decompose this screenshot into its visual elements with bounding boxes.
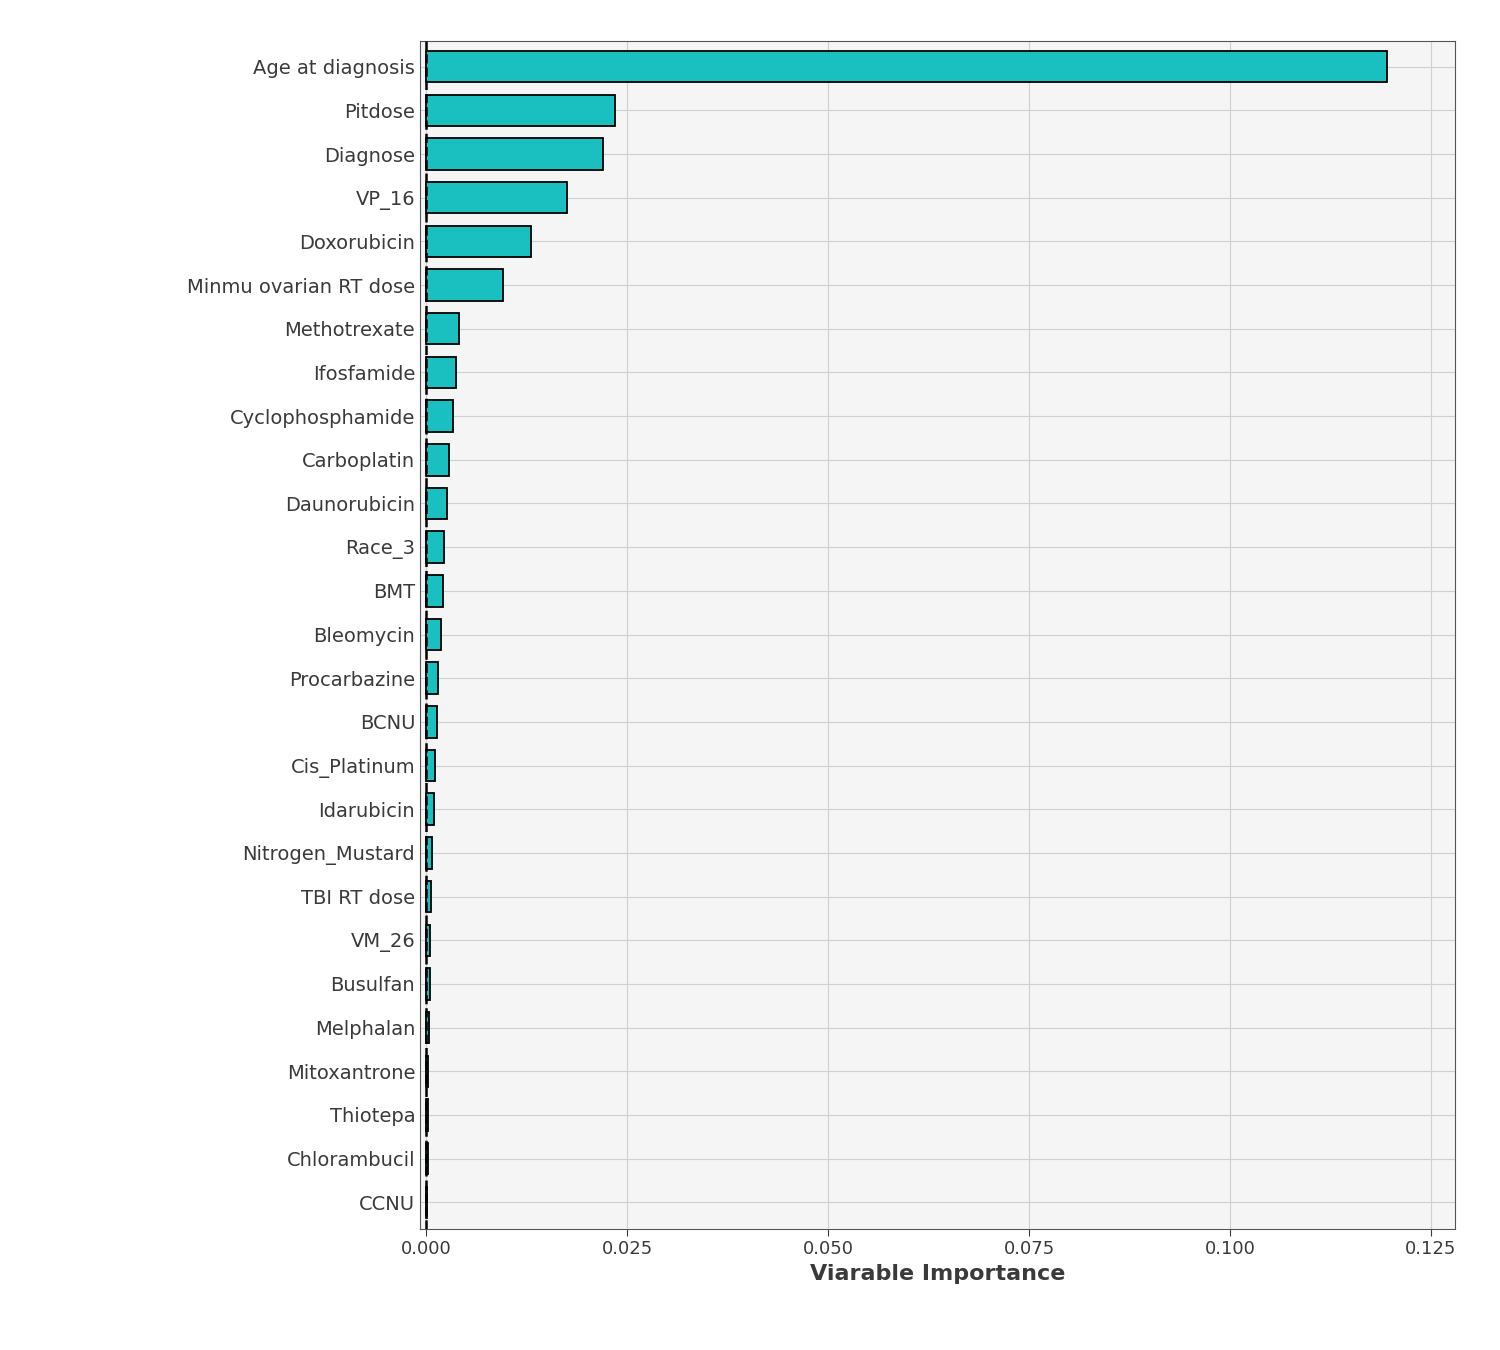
X-axis label: Viarable Importance: Viarable Importance <box>810 1264 1065 1284</box>
Bar <box>426 925 430 956</box>
Bar <box>426 270 502 301</box>
Bar <box>426 487 447 520</box>
Bar <box>426 356 456 389</box>
Bar <box>426 1056 429 1087</box>
Bar <box>426 749 435 782</box>
Bar <box>426 138 603 170</box>
Bar <box>426 706 436 737</box>
Bar <box>426 837 432 868</box>
Bar <box>426 663 438 694</box>
Bar <box>426 532 444 563</box>
Bar <box>426 401 453 432</box>
Bar <box>426 618 441 651</box>
Bar <box>426 794 433 825</box>
Bar <box>426 880 432 913</box>
Bar <box>426 182 567 213</box>
Bar <box>426 313 459 344</box>
Bar <box>426 1099 427 1131</box>
Bar <box>426 225 531 256</box>
Bar <box>426 95 615 126</box>
Bar <box>426 1012 429 1044</box>
Bar <box>426 575 442 606</box>
Bar <box>426 968 429 999</box>
Bar <box>426 444 448 475</box>
Bar <box>426 51 1386 82</box>
